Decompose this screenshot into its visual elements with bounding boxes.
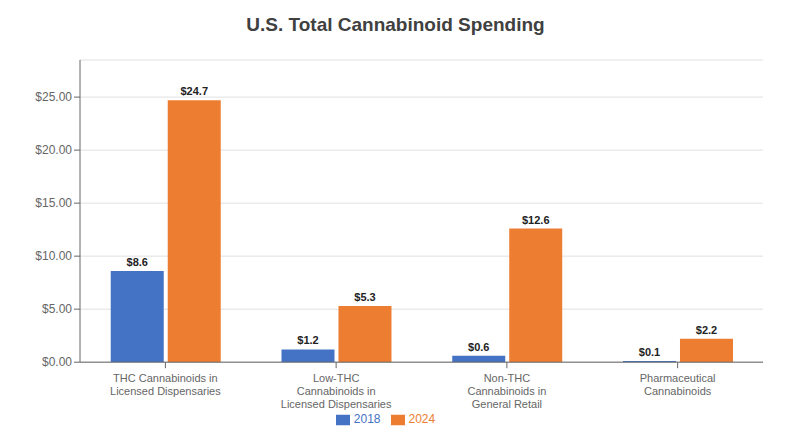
svg-text:$12.6: $12.6 bbox=[522, 214, 550, 226]
svg-text:$10.00: $10.00 bbox=[35, 249, 72, 263]
svg-text:THC Cannabinoids inLicensed Di: THC Cannabinoids inLicensed Dispensaries bbox=[110, 372, 221, 397]
svg-text:$5.3: $5.3 bbox=[354, 291, 375, 303]
svg-text:$1.2: $1.2 bbox=[297, 334, 318, 346]
svg-text:PharmaceuticalCannabinoids: PharmaceuticalCannabinoids bbox=[640, 372, 716, 397]
svg-text:Low-THCCannabinoids inLicensed: Low-THCCannabinoids inLicensed Dispensar… bbox=[281, 372, 392, 410]
svg-text:$24.7: $24.7 bbox=[180, 85, 208, 97]
html-text:2018: 2018 bbox=[353, 412, 381, 427]
html-text:2024: 2024 bbox=[408, 412, 436, 427]
svg-text:$0.1: $0.1 bbox=[639, 346, 660, 358]
svg-text:$2.2: $2.2 bbox=[696, 324, 717, 336]
svg-text:$0.00: $0.00 bbox=[42, 355, 72, 369]
svg-text:$8.6: $8.6 bbox=[127, 256, 148, 268]
svg-text:$0.6: $0.6 bbox=[468, 341, 489, 353]
svg-text:$20.00: $20.00 bbox=[35, 143, 72, 157]
svg-text:$15.00: $15.00 bbox=[35, 196, 72, 210]
svg-text:Non-THCCannabinoids inGeneral: Non-THCCannabinoids inGeneral Retail bbox=[467, 372, 546, 410]
svg-text:$5.00: $5.00 bbox=[42, 302, 72, 316]
html-text:U.S. Total Cannabinoid Spendin: U.S. Total Cannabinoid Spending bbox=[246, 14, 545, 35]
svg-text:$25.00: $25.00 bbox=[35, 90, 72, 104]
